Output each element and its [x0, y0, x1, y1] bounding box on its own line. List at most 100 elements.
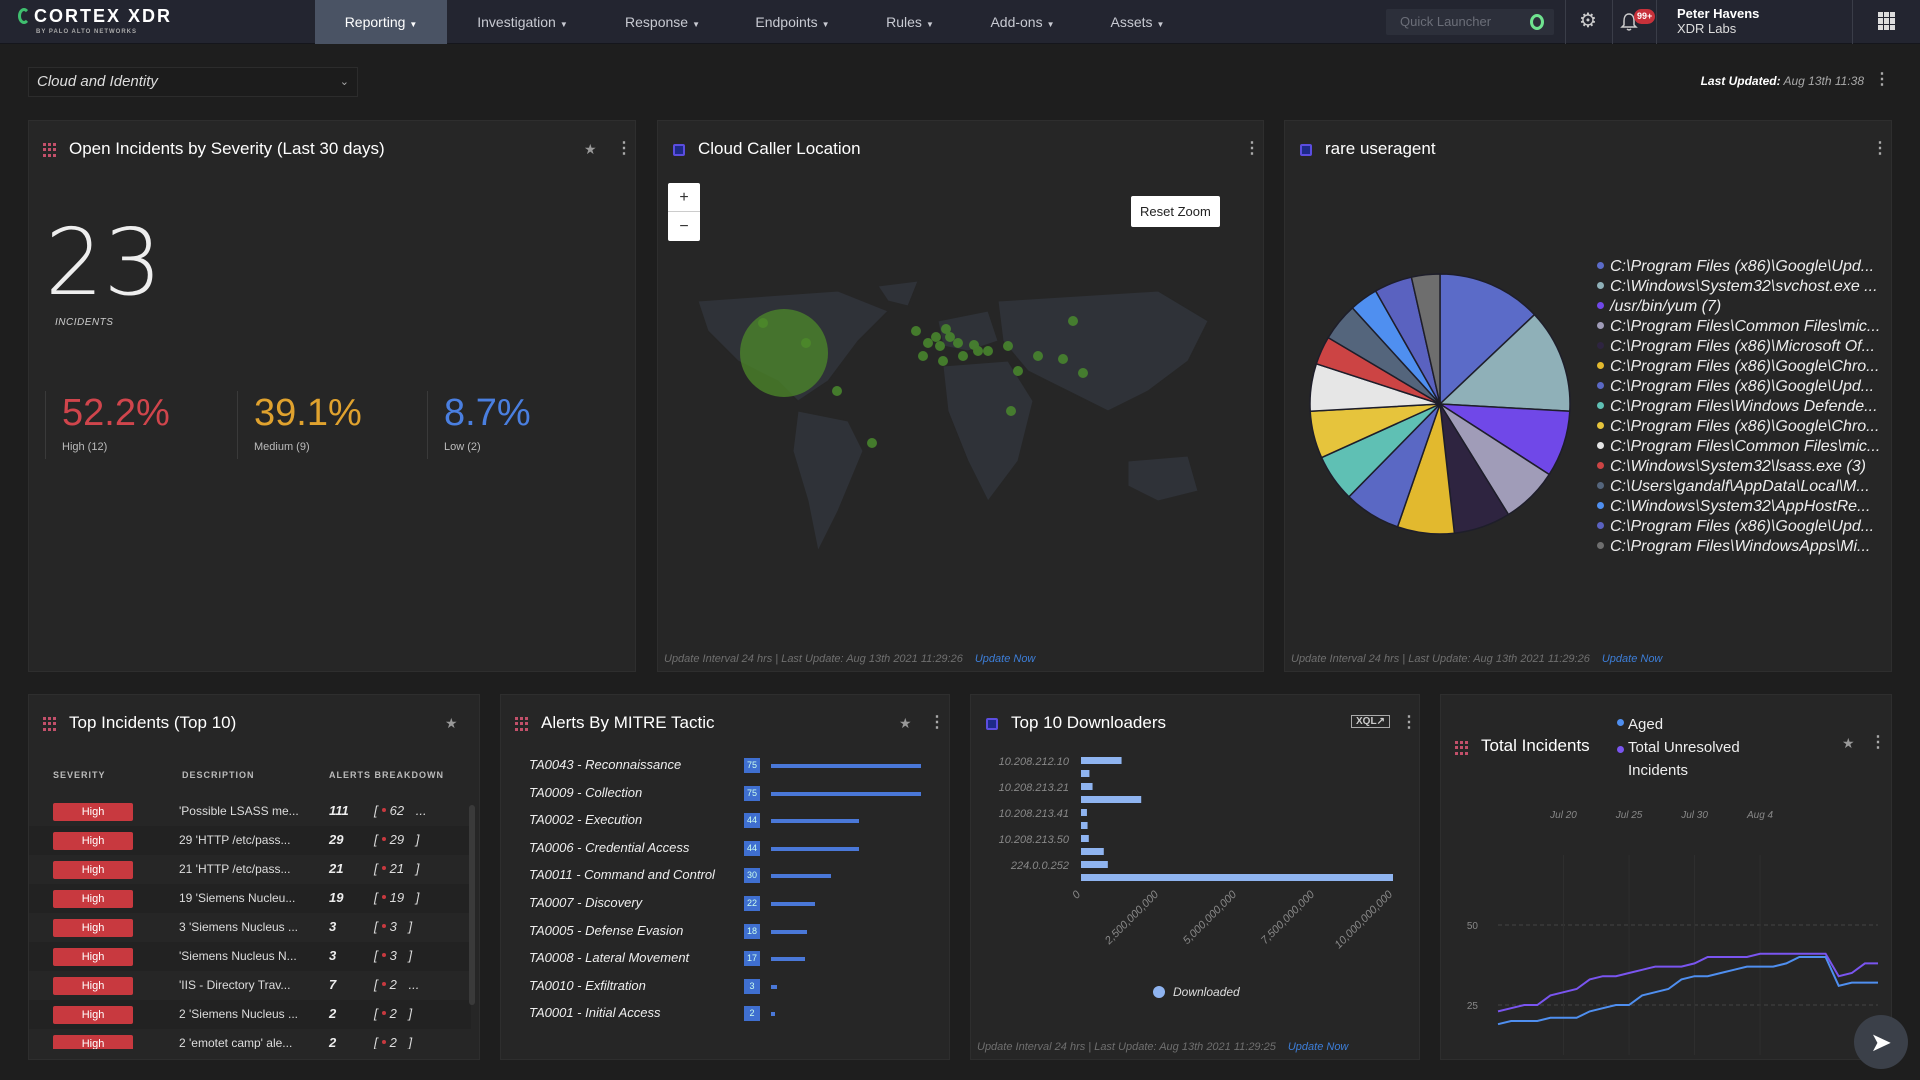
- gear-icon[interactable]: ⚙: [1579, 10, 1597, 32]
- zoom-out-button[interactable]: −: [679, 218, 689, 235]
- widget-drag-icon[interactable]: [1455, 741, 1469, 755]
- star-icon[interactable]: ★: [584, 141, 597, 157]
- map-location-dot[interactable]: [935, 341, 945, 351]
- mitre-bar[interactable]: [771, 874, 831, 879]
- dashboard-menu-icon[interactable]: ⋮: [1874, 71, 1890, 88]
- legend-item[interactable]: C:\Program Files (x86)\Google\Chro...: [1597, 357, 1880, 377]
- update-now-link[interactable]: Update Now: [1287, 1041, 1349, 1053]
- xql-button[interactable]: XQL↗: [1351, 715, 1390, 728]
- mitre-tactic-label[interactable]: TA0009 - Collection: [529, 784, 643, 800]
- table-row[interactable]: High 3 'Siemens Nucleus ... 3 [3 ]: [29, 913, 471, 942]
- mitre-tactic-label[interactable]: TA0043 - Reconnaissance: [529, 757, 682, 772]
- cortex-logo[interactable]: CORTEX XDR BY PALO ALTO NETWORKS: [18, 6, 172, 40]
- mitre-tactic-label[interactable]: TA0001 - Initial Access: [529, 1005, 661, 1021]
- legend-item[interactable]: C:\Windows\System32\lsass.exe (3): [1597, 457, 1880, 477]
- quick-launcher-input[interactable]: Quick Launcher: [1386, 9, 1554, 35]
- mitre-bar[interactable]: [771, 1012, 775, 1017]
- table-row[interactable]: High 21 'HTTP /etc/pass... 21 [21 ]: [29, 855, 471, 884]
- map-location-dot[interactable]: [958, 351, 968, 361]
- map-location-dot[interactable]: [931, 332, 941, 342]
- map-location-dot[interactable]: [945, 332, 955, 342]
- mitre-bar[interactable]: [771, 984, 777, 989]
- downloader-bar[interactable]: [1081, 783, 1093, 790]
- dashboard-selector[interactable]: Cloud and Identity ⌄: [28, 67, 358, 97]
- mitre-tactic-label[interactable]: TA0002 - Execution: [529, 812, 643, 828]
- legend-item[interactable]: C:\Program Files (x86)\Google\Upd...: [1597, 377, 1880, 397]
- legend-item[interactable]: C:\Windows\System32\svchost.exe ...: [1597, 277, 1880, 297]
- map-location-dot[interactable]: [983, 346, 993, 356]
- column-header-severity[interactable]: SEVERITY: [53, 770, 106, 780]
- legend-item[interactable]: C:\Program Files (x86)\Google\Upd...: [1597, 517, 1880, 537]
- widget-drag-icon[interactable]: [43, 143, 57, 157]
- pie-slice[interactable]: [1439, 273, 1536, 406]
- table-row[interactable]: High 29 'HTTP /etc/pass... 29 [29 ]: [29, 826, 471, 855]
- legend-item[interactable]: C:\Program Files (x86)\Google\Upd...: [1597, 257, 1880, 277]
- widget-menu-icon[interactable]: ⋮: [1870, 734, 1886, 751]
- map-location-dot[interactable]: [938, 356, 948, 366]
- severity-low[interactable]: 8.7% Low (2): [427, 391, 531, 459]
- star-icon[interactable]: ★: [899, 715, 912, 731]
- mitre-bar[interactable]: [771, 819, 859, 824]
- zoom-in-button[interactable]: +: [668, 183, 700, 212]
- mitre-tactic-label[interactable]: TA0007 - Discovery: [529, 895, 643, 910]
- legend-item[interactable]: C:\Program Files\Windows Defende...: [1597, 397, 1880, 417]
- column-header-alerts-breakdown[interactable]: ALERTS BREAKDOWN: [329, 770, 444, 780]
- table-row[interactable]: High 2 'Siemens Nucleus ... 2 [2 ]: [29, 1000, 471, 1029]
- downloader-bar[interactable]: [1081, 835, 1089, 842]
- widget-drag-icon[interactable]: [515, 717, 529, 731]
- legend-downloaded[interactable]: Downloaded: [1173, 985, 1240, 999]
- downloader-bar[interactable]: [1081, 861, 1108, 868]
- app-grid-icon[interactable]: [1878, 12, 1896, 30]
- menu-response[interactable]: Response ▼: [610, 0, 715, 44]
- menu-add-ons[interactable]: Add-ons ▼: [975, 0, 1070, 44]
- legend-item[interactable]: C:\Program Files\Common Files\mic...: [1597, 317, 1880, 337]
- menu-endpoints[interactable]: Endpoints ▼: [740, 0, 845, 44]
- severity-medium[interactable]: 39.1% Medium (9): [237, 391, 362, 459]
- widget-menu-icon[interactable]: ⋮: [1401, 714, 1417, 731]
- legend-item[interactable]: C:\Windows\System32\AppHostRe...: [1597, 497, 1880, 517]
- mitre-bar[interactable]: [771, 957, 805, 962]
- world-map[interactable]: [688, 271, 1248, 571]
- legend-item[interactable]: C:\Program Files (x86)\Microsoft Of...: [1597, 337, 1880, 357]
- table-row[interactable]: High 'IIS - Directory Trav... 7 [2 ...: [29, 971, 471, 1000]
- mitre-bar[interactable]: [771, 929, 807, 934]
- legend-aged[interactable]: Aged: [1617, 713, 1747, 736]
- downloader-bar[interactable]: [1081, 796, 1142, 803]
- map-location-dot[interactable]: [1006, 406, 1016, 416]
- reset-zoom-button[interactable]: Reset Zoom: [1131, 196, 1220, 227]
- severity-high[interactable]: 52.2% High (12): [45, 391, 170, 459]
- map-location-dot[interactable]: [923, 338, 933, 348]
- map-location-dot[interactable]: [1033, 351, 1043, 361]
- menu-rules[interactable]: Rules ▼: [870, 0, 950, 44]
- map-location-dot[interactable]: [941, 324, 951, 334]
- pie-slice[interactable]: [1410, 273, 1441, 405]
- menu-reporting[interactable]: Reporting ▼: [315, 0, 447, 44]
- legend-item[interactable]: C:\Users\gandalf\AppData\Local\M...: [1597, 477, 1880, 497]
- map-location-dot[interactable]: [867, 438, 877, 448]
- map-location-dot[interactable]: [1078, 368, 1088, 378]
- map-location-dot[interactable]: [911, 326, 921, 336]
- mitre-tactic-label[interactable]: TA0011 - Command and Control: [529, 867, 715, 883]
- series-line-total-unresolved[interactable]: [1497, 952, 1878, 1013]
- map-location-dot[interactable]: [953, 338, 963, 348]
- star-icon[interactable]: ★: [445, 715, 458, 731]
- map-location-dot[interactable]: [1068, 316, 1078, 326]
- legend-item[interactable]: C:\Program Files\WindowsApps\Mi...: [1597, 537, 1880, 557]
- map-location-dot[interactable]: [969, 340, 979, 350]
- widget-menu-icon[interactable]: ⋮: [1872, 140, 1888, 157]
- menu-assets[interactable]: Assets ▼: [1095, 0, 1180, 44]
- pie-slice[interactable]: [1438, 313, 1571, 412]
- table-row[interactable]: High 19 'Siemens Nucleu... 19 [19 ]: [29, 884, 471, 913]
- star-icon[interactable]: ★: [1842, 735, 1855, 751]
- table-row[interactable]: High 2 'emotet camp' ale... 2 [2 ]: [29, 1029, 471, 1049]
- map-location-dot[interactable]: [832, 386, 842, 396]
- series-line-aged[interactable]: [1497, 956, 1878, 1026]
- map-location-dot[interactable]: [918, 351, 928, 361]
- table-row[interactable]: High 'Possible LSASS me... 111 [62 ...: [29, 797, 471, 826]
- downloader-bar[interactable]: [1081, 757, 1122, 764]
- downloader-bar[interactable]: [1081, 822, 1088, 829]
- mitre-bar[interactable]: [771, 764, 921, 768]
- map-location-dot[interactable]: [1013, 366, 1023, 376]
- downloader-bar[interactable]: [1081, 770, 1090, 777]
- widget-menu-icon[interactable]: ⋮: [616, 140, 632, 157]
